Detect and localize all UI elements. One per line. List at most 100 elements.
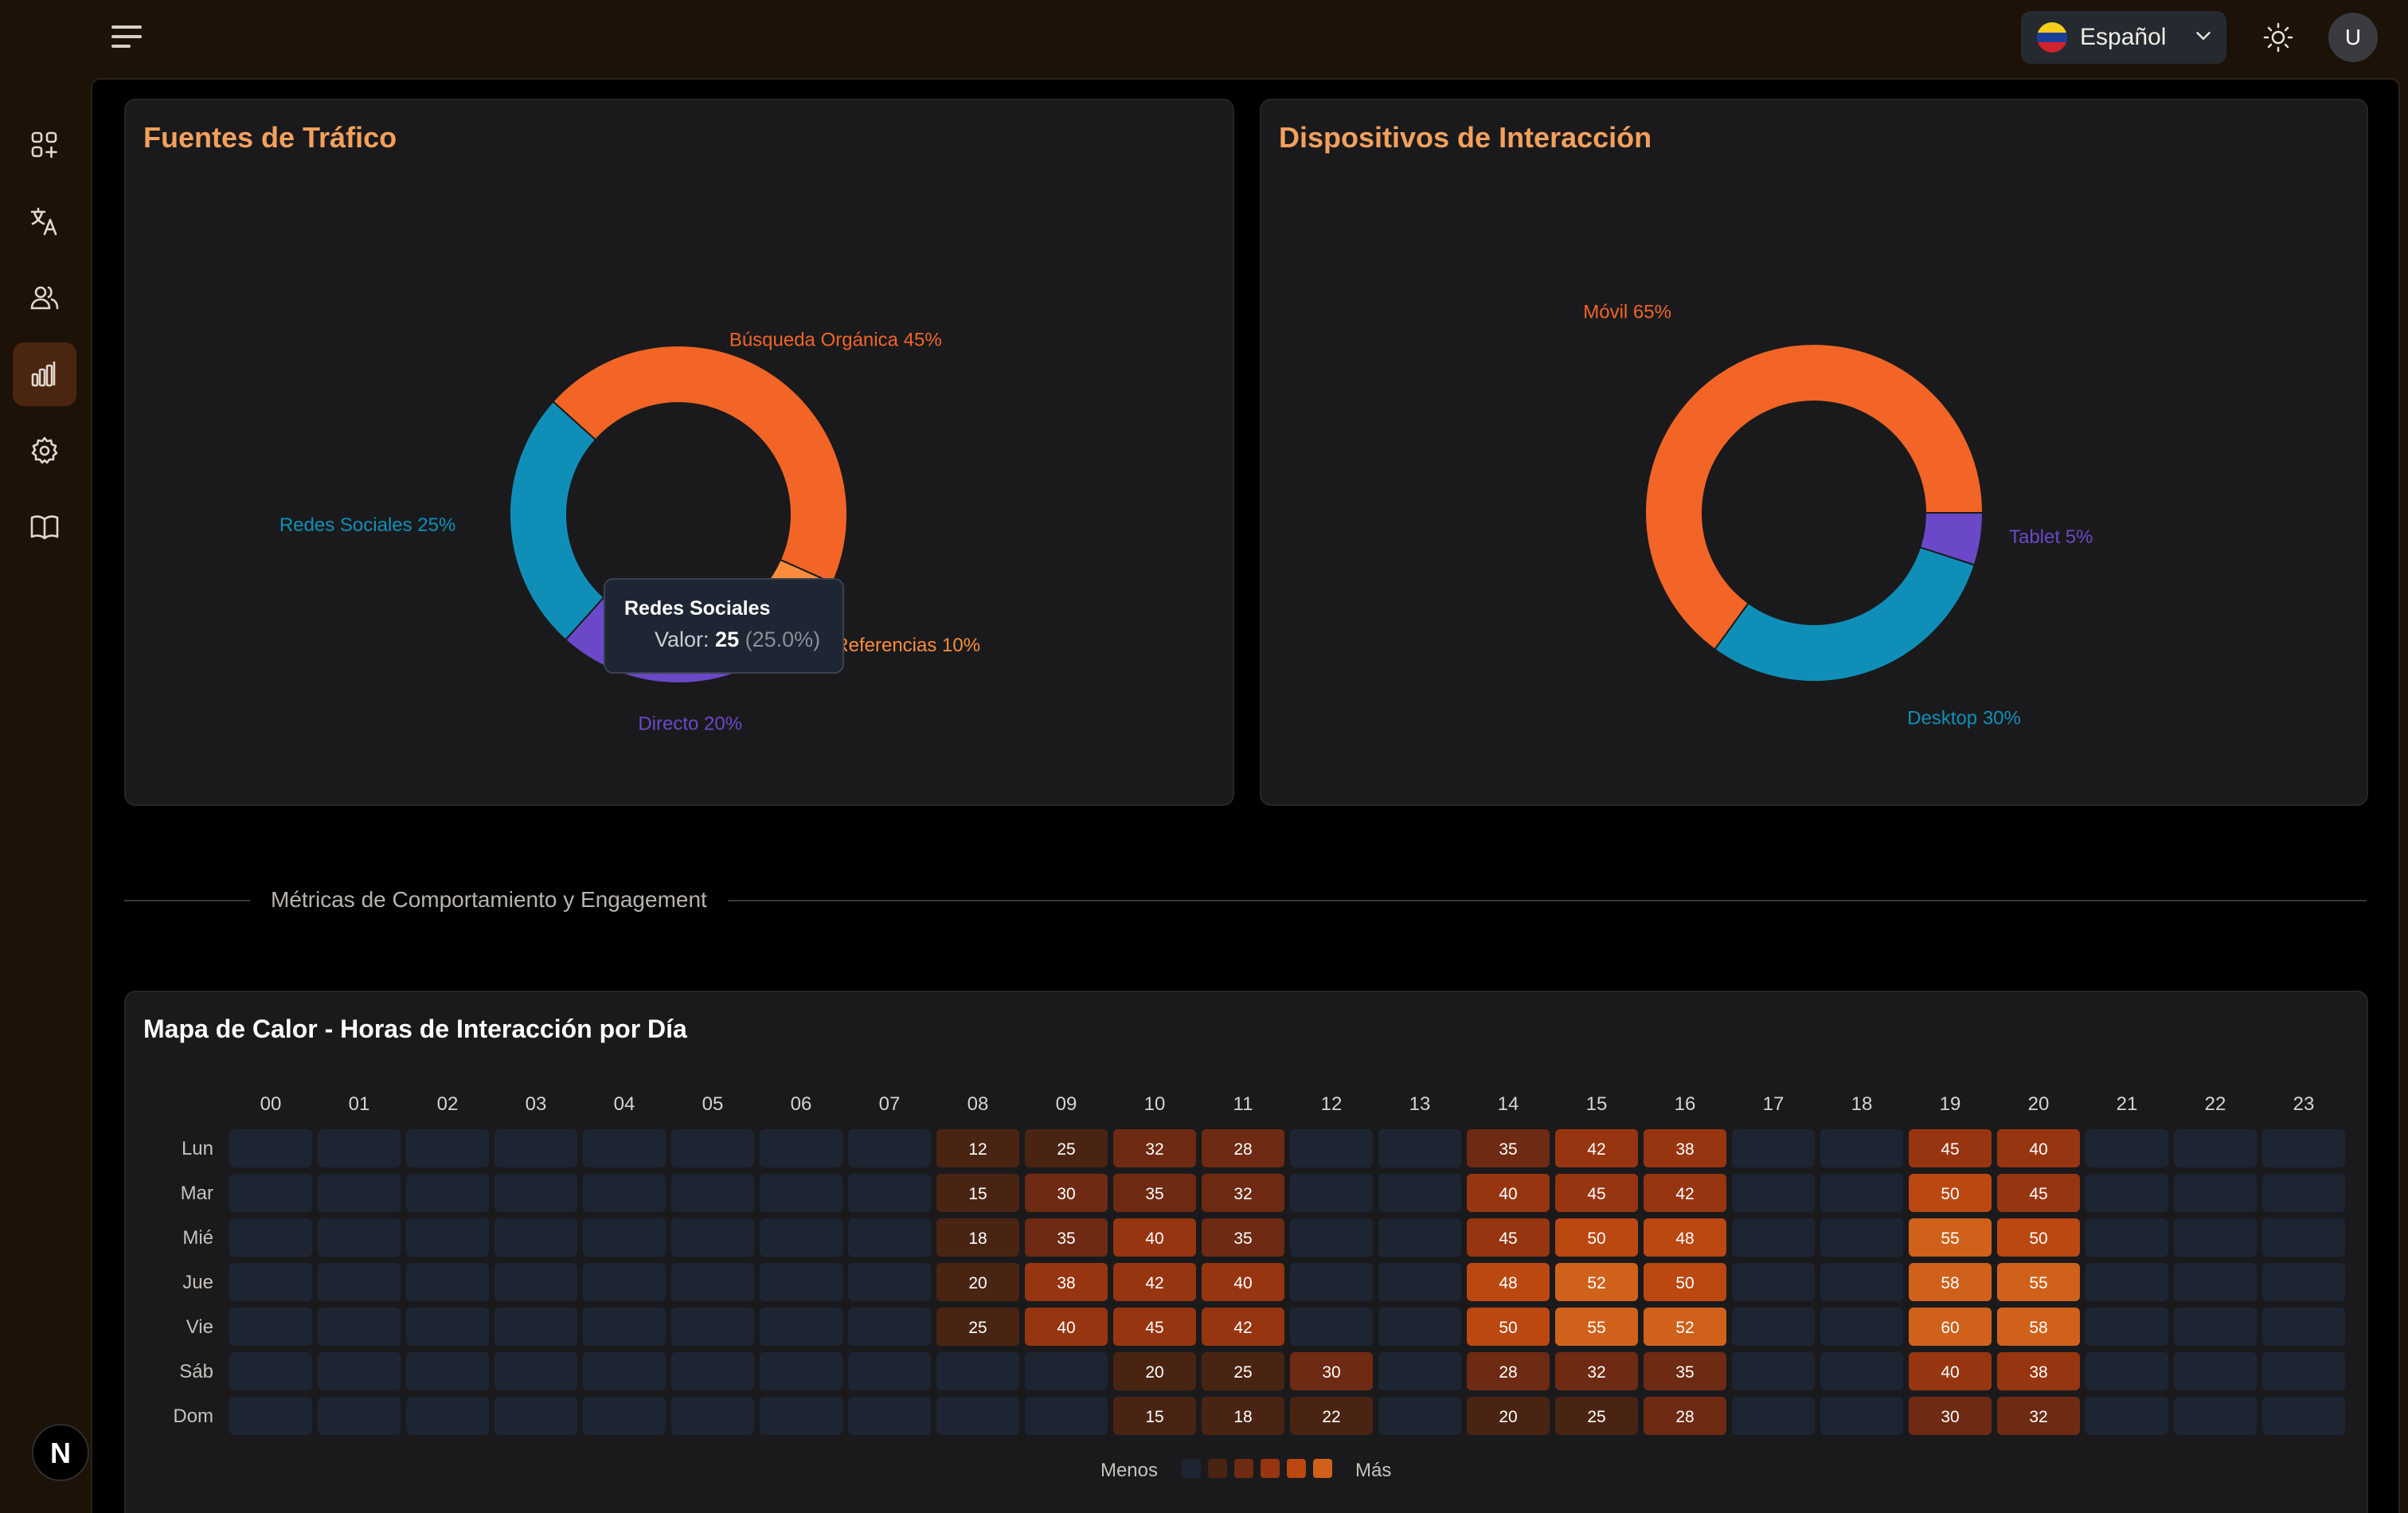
heatmap-cell[interactable]	[2262, 1308, 2345, 1346]
heatmap-cell[interactable]	[494, 1174, 577, 1212]
sidebar-item-translations[interactable]	[13, 190, 76, 253]
heatmap-cell[interactable]	[1202, 1218, 1284, 1257]
heatmap-cell[interactable]	[1113, 1129, 1196, 1167]
heatmap-cell[interactable]	[1732, 1397, 1815, 1435]
heatmap-cell[interactable]	[2086, 1129, 2168, 1167]
heatmap-cell[interactable]	[1467, 1174, 1550, 1212]
heatmap-cell[interactable]	[318, 1129, 401, 1167]
heatmap-cell[interactable]	[1555, 1129, 1638, 1167]
heatmap-cell[interactable]	[1202, 1308, 1284, 1346]
heatmap-cell[interactable]	[1820, 1308, 1903, 1346]
heatmap-cell[interactable]	[2174, 1308, 2257, 1346]
heatmap-cell[interactable]	[494, 1352, 577, 1390]
heatmap-cell[interactable]	[583, 1352, 666, 1390]
heatmap-cell[interactable]	[406, 1397, 489, 1435]
heatmap-cell[interactable]	[760, 1263, 842, 1301]
heatmap-cell[interactable]	[1025, 1129, 1108, 1167]
heatmap-cell[interactable]	[406, 1218, 489, 1257]
heatmap-cell[interactable]	[1644, 1352, 1726, 1390]
nextjs-logo[interactable]: N	[32, 1424, 89, 1481]
heatmap-cell[interactable]	[1290, 1129, 1373, 1167]
heatmap-cell[interactable]	[406, 1308, 489, 1346]
heatmap-cell[interactable]	[583, 1397, 666, 1435]
hamburger-menu-icon[interactable]	[108, 21, 147, 56]
heatmap-cell[interactable]	[936, 1129, 1019, 1167]
heatmap-cell[interactable]	[1820, 1263, 1903, 1301]
heatmap-cell[interactable]	[318, 1218, 401, 1257]
heatmap-cell[interactable]	[1113, 1174, 1196, 1212]
theme-toggle-sun-icon[interactable]	[2258, 18, 2298, 57]
slice-busqueda-organica[interactable]	[552, 345, 848, 584]
heatmap-cell[interactable]	[848, 1263, 931, 1301]
heatmap-cell[interactable]	[936, 1218, 1019, 1257]
heatmap-cell[interactable]	[1025, 1397, 1108, 1435]
heatmap-cell[interactable]	[229, 1263, 312, 1301]
heatmap-cell[interactable]	[1555, 1174, 1638, 1212]
heatmap-cell[interactable]	[2086, 1308, 2168, 1346]
heatmap-cell[interactable]	[2086, 1352, 2168, 1390]
heatmap-cell[interactable]	[2086, 1174, 2168, 1212]
slice-movil[interactable]	[1644, 343, 1984, 651]
heatmap-cell[interactable]	[1909, 1129, 1992, 1167]
sidebar-item-analytics[interactable]	[13, 342, 76, 406]
heatmap-cell[interactable]	[1732, 1174, 1815, 1212]
heatmap-cell[interactable]	[1025, 1308, 1108, 1346]
heatmap-cell[interactable]	[406, 1352, 489, 1390]
heatmap-cell[interactable]	[1820, 1218, 1903, 1257]
heatmap-cell[interactable]	[1909, 1263, 1992, 1301]
heatmap-cell[interactable]	[1467, 1218, 1550, 1257]
heatmap-cell[interactable]	[671, 1308, 754, 1346]
heatmap-cell[interactable]	[1997, 1397, 2080, 1435]
heatmap-cell[interactable]	[1202, 1352, 1284, 1390]
heatmap-cell[interactable]	[1378, 1218, 1461, 1257]
heatmap-cell[interactable]	[2086, 1218, 2168, 1257]
heatmap-cell[interactable]	[1644, 1174, 1726, 1212]
heatmap-cell[interactable]	[494, 1218, 577, 1257]
heatmap-cell[interactable]	[1820, 1352, 1903, 1390]
heatmap-cell[interactable]	[406, 1129, 489, 1167]
heatmap-cell[interactable]	[1290, 1263, 1373, 1301]
heatmap-cell[interactable]	[583, 1218, 666, 1257]
heatmap-cell[interactable]	[1555, 1263, 1638, 1301]
heatmap-cell[interactable]	[1113, 1397, 1196, 1435]
heatmap-cell[interactable]	[2174, 1397, 2257, 1435]
heatmap-cell[interactable]	[1202, 1263, 1284, 1301]
heatmap-cell[interactable]	[2086, 1263, 2168, 1301]
heatmap-cell[interactable]	[760, 1129, 842, 1167]
heatmap-cell[interactable]	[406, 1174, 489, 1212]
heatmap-cell[interactable]	[1555, 1218, 1638, 1257]
heatmap-cell[interactable]	[318, 1308, 401, 1346]
heatmap-cell[interactable]	[760, 1308, 842, 1346]
heatmap-cell[interactable]	[1732, 1308, 1815, 1346]
slice-desktop[interactable]	[1713, 546, 1976, 682]
heatmap-cell[interactable]	[494, 1397, 577, 1435]
heatmap-cell[interactable]	[760, 1218, 842, 1257]
heatmap-cell[interactable]	[1290, 1218, 1373, 1257]
heatmap-cell[interactable]	[1378, 1263, 1461, 1301]
heatmap-cell[interactable]	[583, 1263, 666, 1301]
heatmap-cell[interactable]	[1644, 1129, 1726, 1167]
heatmap-cell[interactable]	[229, 1352, 312, 1390]
heatmap-cell[interactable]	[1025, 1352, 1108, 1390]
heatmap-cell[interactable]	[760, 1352, 842, 1390]
heatmap-cell[interactable]	[406, 1263, 489, 1301]
heatmap-cell[interactable]	[2262, 1218, 2345, 1257]
heatmap-cell[interactable]	[2262, 1174, 2345, 1212]
heatmap-cell[interactable]	[2262, 1263, 2345, 1301]
heatmap-cell[interactable]	[848, 1308, 931, 1346]
heatmap-cell[interactable]	[1025, 1263, 1108, 1301]
heatmap-cell[interactable]	[1997, 1129, 2080, 1167]
heatmap-cell[interactable]	[1113, 1263, 1196, 1301]
sidebar-item-settings[interactable]	[13, 419, 76, 483]
heatmap-cell[interactable]	[1732, 1263, 1815, 1301]
heatmap-cell[interactable]	[1732, 1352, 1815, 1390]
heatmap-cell[interactable]	[1467, 1263, 1550, 1301]
heatmap-cell[interactable]	[671, 1174, 754, 1212]
heatmap-cell[interactable]	[2174, 1218, 2257, 1257]
heatmap-cell[interactable]	[583, 1129, 666, 1167]
heatmap-cell[interactable]	[583, 1308, 666, 1346]
heatmap-cell[interactable]	[229, 1308, 312, 1346]
heatmap-cell[interactable]	[671, 1218, 754, 1257]
heatmap-cell[interactable]	[1732, 1129, 1815, 1167]
heatmap-cell[interactable]	[1820, 1174, 1903, 1212]
